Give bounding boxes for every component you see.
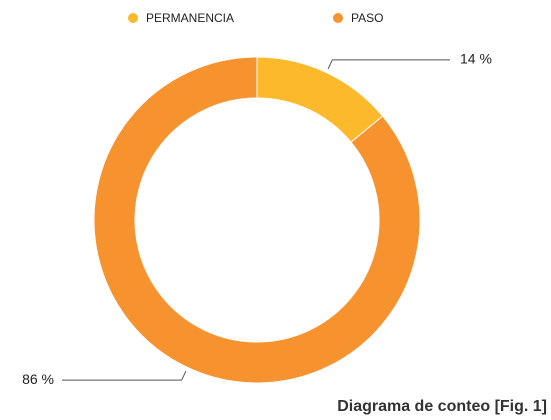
leader-line bbox=[327, 59, 450, 70]
donut-slice bbox=[93, 56, 421, 384]
leader-line bbox=[62, 370, 187, 381]
legend-label: PASO bbox=[351, 11, 383, 25]
legend-swatch bbox=[128, 13, 138, 23]
value-label: 86 % bbox=[22, 371, 54, 387]
value-label: 14 % bbox=[460, 51, 492, 67]
chart-caption: Diagrama de conteo [Fig. 1] bbox=[337, 398, 547, 415]
legend-label: PERMANENCIA bbox=[146, 11, 234, 25]
legend-swatch bbox=[333, 13, 343, 23]
donut-slice bbox=[256, 56, 384, 143]
